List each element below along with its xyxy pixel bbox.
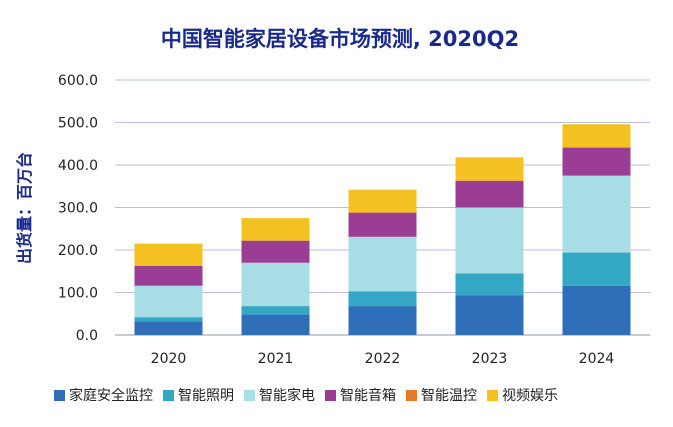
legend-swatch <box>54 390 65 401</box>
legend-label: 家庭安全监控 <box>69 387 153 404</box>
bar-segment <box>134 265 203 286</box>
legend: 家庭安全监控 智能照明 智能家电 智能音箱 智能温控 视频娱乐 <box>54 387 558 404</box>
bar-segment <box>134 285 203 318</box>
x-tick-label: 2023 <box>472 351 508 367</box>
bar-segment <box>455 180 524 208</box>
bar-segment <box>348 236 417 292</box>
bar-segment <box>562 252 631 286</box>
bar-segment <box>241 218 310 241</box>
legend-swatch <box>325 390 336 401</box>
bar-segment <box>348 212 417 237</box>
legend-label: 智能照明 <box>178 388 234 404</box>
legend-label: 智能温控 <box>421 388 477 404</box>
x-tick-label: 2022 <box>365 351 401 367</box>
legend-label: 视频娱乐 <box>502 388 558 404</box>
y-tick-labels: 0.0 100.0 200.0 300.0 400.0 500.0 600.0 <box>58 73 98 344</box>
y-axis-label: 出货量：百万台 <box>15 152 34 264</box>
legend-label: 智能音箱 <box>340 387 396 404</box>
bar-segment <box>455 273 524 296</box>
y-tick-label: 100.0 <box>58 286 98 302</box>
bar-segment <box>562 285 631 335</box>
x-tick-labels: 2020 2021 2022 2023 2024 <box>151 351 615 367</box>
legend-label: 智能家电 <box>259 387 315 404</box>
bar-segment <box>455 295 524 335</box>
bar-segment <box>348 189 417 213</box>
bar-segment <box>241 262 310 307</box>
bar-segment <box>562 147 631 176</box>
x-tick-label: 2020 <box>151 351 187 367</box>
bar-segment <box>348 291 417 307</box>
bar-segment <box>455 157 524 181</box>
bar-segment <box>134 321 203 335</box>
y-tick-label: 500.0 <box>58 116 98 132</box>
bar-segment <box>562 124 631 148</box>
bar-segment <box>134 243 203 266</box>
bar-segment <box>241 314 310 335</box>
bars <box>134 124 631 335</box>
x-tick-label: 2024 <box>579 351 615 367</box>
chart-title: 中国智能家居设备市场预测, 2020Q2 <box>161 27 519 51</box>
y-tick-label: 400.0 <box>58 158 98 174</box>
y-tick-label: 200.0 <box>58 243 98 259</box>
bar-segment <box>241 306 310 315</box>
bar-segment <box>241 240 310 263</box>
legend-swatch <box>487 390 498 401</box>
legend-swatch <box>406 390 417 401</box>
legend-swatch <box>244 390 255 401</box>
y-tick-label: 300.0 <box>58 201 98 217</box>
x-tick-label: 2021 <box>258 351 294 367</box>
bar-segment <box>562 175 631 253</box>
bar-segment <box>455 207 524 274</box>
y-tick-label: 600.0 <box>58 73 98 89</box>
legend-swatch <box>163 390 174 401</box>
bar-segment <box>348 306 417 335</box>
y-tick-label: 0.0 <box>76 328 98 344</box>
bar-segment <box>134 317 203 322</box>
